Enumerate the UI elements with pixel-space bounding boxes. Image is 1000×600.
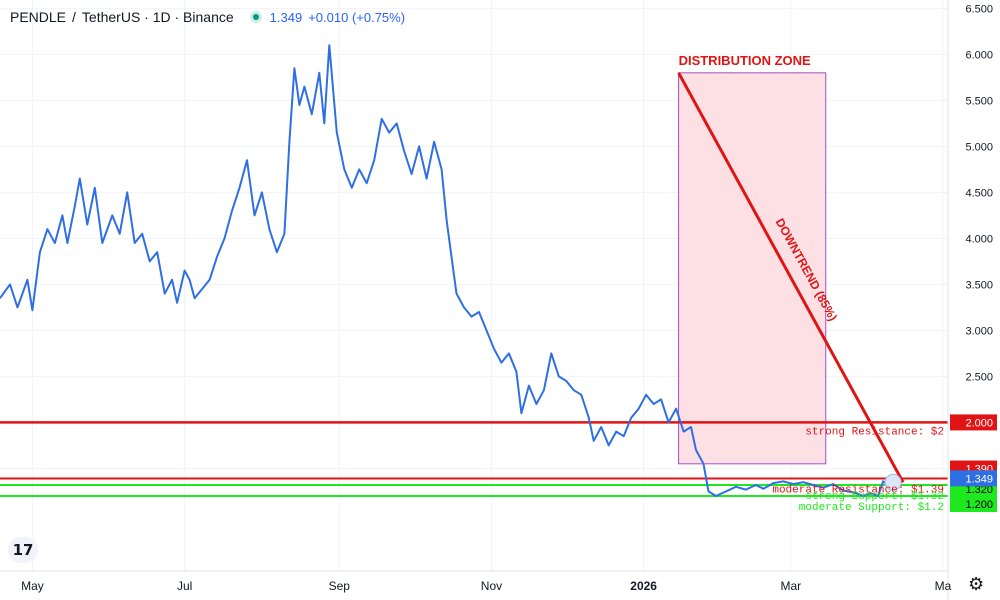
level-tag: 1.200 [965, 499, 993, 511]
last-price: 1.349 [269, 9, 303, 25]
x-tick-label: 2026 [630, 579, 657, 593]
y-tick-label: 5.000 [965, 141, 993, 153]
tradingview-logo-icon[interactable]: 17 [8, 537, 38, 563]
y-tick-label: 2.500 [965, 371, 993, 383]
y-tick-label: 6.000 [965, 49, 993, 61]
y-tick-label: 6.500 [965, 3, 993, 15]
symbol-name[interactable]: PENDLE [10, 9, 67, 25]
level-tag-bg [950, 414, 997, 431]
x-tick-label: Mar [780, 579, 801, 593]
current-price-tag: 1.349 [965, 473, 993, 485]
symbol-quote[interactable]: TetherUS · 1D · Binance [81, 9, 234, 25]
x-tick-label: Jul [177, 579, 192, 593]
x-tick-label: Ma [935, 579, 952, 593]
chart-header: PENDLE / TetherUS · 1D · Binance 1.349 +… [10, 7, 405, 27]
level-label: moderate Resistance: $1.39 [772, 485, 944, 497]
level-tag-bg [950, 496, 997, 513]
price-change: +0.010 (+0.75%) [308, 9, 406, 25]
gear-icon[interactable]: ⚙ [968, 574, 985, 595]
y-tick-label: 5.500 [965, 95, 993, 107]
y-tick-label: 4.000 [965, 233, 993, 245]
distribution-zone-label: DISTRIBUTION ZONE [679, 53, 811, 68]
level-tag: 1.320 [965, 484, 993, 496]
x-tick-label: May [21, 579, 44, 593]
y-tick-label: 3.500 [965, 279, 993, 291]
x-tick-label: Sep [329, 579, 351, 593]
market-status-icon [249, 11, 262, 23]
downtrend-line [677, 72, 905, 484]
price-series-line [0, 44, 894, 497]
current-price-tag-bg [950, 470, 997, 487]
level-tag: 2.000 [965, 417, 993, 429]
y-tick-label: 3.000 [965, 325, 993, 337]
level-label: strong Support: $1.32 [805, 491, 944, 503]
symbol-separator: / [72, 9, 76, 25]
level-label: moderate Support: $1.2 [799, 502, 944, 514]
x-tick-label: Nov [481, 579, 502, 593]
distribution-zone [678, 72, 827, 465]
level-label: strong Resistance: $2 [805, 426, 944, 438]
current-price-marker [884, 473, 902, 491]
y-tick-label: 4.500 [965, 187, 993, 199]
